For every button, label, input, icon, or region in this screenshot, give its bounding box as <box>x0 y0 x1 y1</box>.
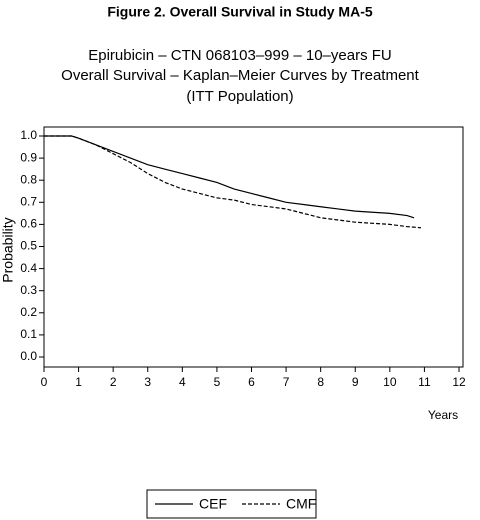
y-tick-label: 1.0 <box>20 128 37 142</box>
plot-frame <box>43 126 464 368</box>
x-tick-label: 10 <box>383 375 397 389</box>
y-tick-label: 0.6 <box>20 217 37 231</box>
y-tick-label: 0.0 <box>20 349 37 363</box>
subtitle: Overall Survival – Kaplan–Meier Curves b… <box>61 67 419 84</box>
y-tick-label: 0.8 <box>20 172 37 186</box>
x-tick-label: 1 <box>75 375 82 389</box>
y-tick-label: 0.2 <box>20 305 37 319</box>
chart-title: Figure 2. Overall Survival in Study MA-5 <box>107 4 373 20</box>
x-tick-label: 11 <box>418 375 431 389</box>
x-tick-label: 6 <box>248 375 255 389</box>
subtitle: (ITT Population) <box>186 88 293 105</box>
legend-label: CMF <box>286 496 316 512</box>
y-tick-label: 0.1 <box>20 327 37 341</box>
x-tick-label: 4 <box>179 375 186 389</box>
x-tick-label: 0 <box>41 375 48 389</box>
x-tick-label: 7 <box>283 375 290 389</box>
legend-label: CEF <box>199 496 227 512</box>
legend-box <box>146 489 317 519</box>
x-tick-label: 2 <box>110 375 117 389</box>
y-tick-label: 0.3 <box>20 283 37 297</box>
subtitle: Epirubicin – CTN 068103–999 – 10–years F… <box>88 47 392 64</box>
x-tick-label: 9 <box>352 375 359 389</box>
x-tick-label: 8 <box>317 375 324 389</box>
x-tick-label: 3 <box>144 375 151 389</box>
y-tick-label: 0.7 <box>20 194 37 208</box>
survival-curve <box>44 135 422 229</box>
x-axis-label: Years <box>428 408 458 422</box>
survival-curve <box>44 135 415 219</box>
y-tick-label: 0.4 <box>20 261 37 275</box>
x-tick-label: 12 <box>452 375 466 389</box>
y-axis-label: Probability <box>0 217 16 282</box>
x-tick-label: 5 <box>214 375 221 389</box>
y-tick-label: 0.5 <box>20 239 37 253</box>
y-tick-label: 0.9 <box>20 150 37 164</box>
